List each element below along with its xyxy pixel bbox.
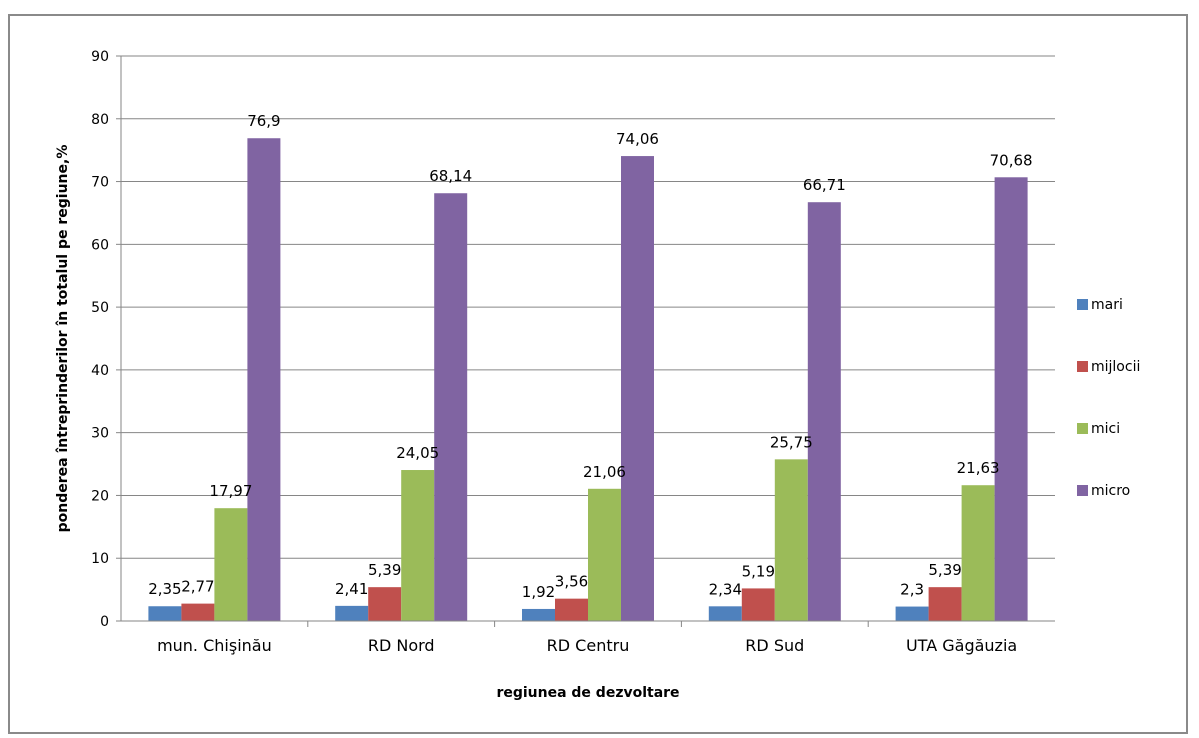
legend-label-mici: mici (1091, 421, 1120, 437)
data-labels: 2,35 2,7717,9776,92,415,3924,0568,141,923… (148, 112, 1032, 601)
legend-swatch-mijlocii (1077, 361, 1088, 372)
bar-mici (401, 470, 435, 621)
data-label: 76,9 (247, 112, 280, 130)
data-label: 2,34 (709, 580, 742, 598)
y-tick-label: 30 (91, 426, 109, 442)
bar-micro (621, 156, 654, 621)
data-label: 74,06 (616, 130, 659, 148)
bar-mari (335, 605, 369, 621)
y-tick-label: 90 (91, 49, 109, 65)
data-label: 68,14 (429, 167, 472, 185)
legend-swatch-mici (1077, 423, 1088, 434)
y-tick-label: 60 (91, 237, 109, 253)
data-label: 17,97 (209, 482, 252, 500)
bar-mici (961, 485, 995, 621)
legend-label-mari: mari (1091, 297, 1123, 313)
bar-micro (994, 177, 1028, 621)
bar-mari (148, 606, 182, 621)
bar-mici (588, 488, 621, 621)
legend-label-mijlocii: mijlocii (1091, 359, 1140, 375)
bar-micro (247, 138, 281, 621)
data-label: 2,41 (335, 580, 368, 598)
legend-swatch-mari (1077, 299, 1088, 310)
bar-micro (807, 202, 841, 621)
data-label: 24,05 (396, 444, 439, 462)
legend: mari mijlocii mici micro (1077, 297, 1140, 499)
y-tick-label: 20 (91, 488, 109, 504)
data-label: 70,68 (990, 151, 1033, 169)
y-tick-label: 70 (91, 175, 109, 191)
x-axis-categories: mun. Chişinău RD Nord RD Centru RD Sud UTA G… (157, 621, 1017, 655)
data-label: 66,71 (803, 176, 846, 194)
x-category-label: RD Centru (547, 636, 630, 655)
data-label: 5,39 (928, 561, 961, 579)
x-category-label: UTA Găgăuzia (906, 636, 1017, 655)
x-axis-title: regiunea de dezvoltare (496, 685, 679, 701)
y-tick-label: 80 (91, 112, 109, 128)
data-label: 5,19 (742, 562, 775, 580)
bar-mijlocii (368, 587, 402, 621)
bar-mijlocii (555, 598, 588, 621)
data-label: 2,35 (148, 580, 181, 598)
bar-mari (522, 608, 555, 621)
y-tick-label: 40 (91, 363, 109, 379)
data-label: 21,63 (957, 459, 1000, 477)
bar-mici (214, 508, 248, 621)
x-category-label: RD Nord (368, 636, 435, 655)
bar-micro (434, 193, 468, 621)
legend-swatch-micro (1077, 485, 1088, 496)
bar-mari (708, 606, 742, 621)
data-label: 2,3 (900, 581, 924, 599)
y-axis-ticks: 0 10 20 30 40 50 60 70 80 90 (91, 49, 121, 630)
data-label: 2,77 (181, 578, 214, 596)
y-tick-label: 50 (91, 300, 109, 316)
bar-mijlocii (181, 603, 215, 621)
bar-mijlocii (928, 587, 962, 621)
data-label: 5,39 (368, 561, 401, 579)
x-category-label: mun. Chişinău (157, 636, 272, 655)
y-tick-label: 0 (100, 614, 109, 630)
legend-label-micro: micro (1091, 483, 1130, 499)
bar-mijlocii (741, 588, 775, 621)
bars (148, 138, 1028, 621)
y-axis-title: ponderea întreprinderilor în totalul pe … (55, 145, 71, 533)
data-label: 21,06 (583, 463, 626, 481)
data-label: 25,75 (770, 433, 813, 451)
bar-mici (774, 459, 808, 621)
bar-mari (895, 606, 929, 621)
x-category-label: RD Sud (745, 636, 804, 655)
data-label: 1,92 (522, 583, 555, 601)
data-label: 3,56 (555, 573, 588, 591)
y-tick-label: 10 (91, 551, 109, 567)
